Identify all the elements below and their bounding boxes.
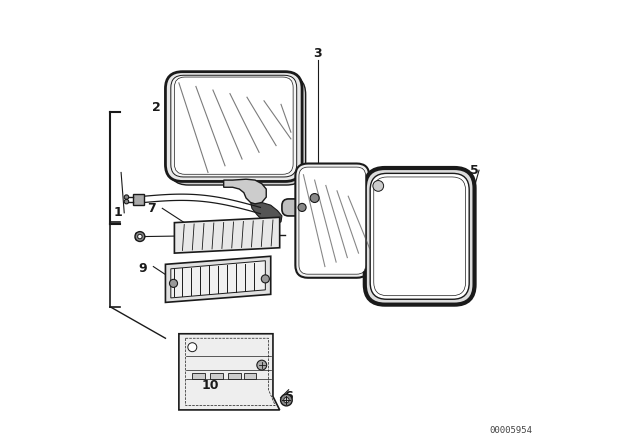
Text: 4: 4 (354, 175, 362, 188)
Circle shape (280, 394, 292, 406)
FancyBboxPatch shape (365, 168, 475, 305)
Circle shape (124, 199, 129, 204)
Circle shape (310, 194, 319, 202)
FancyBboxPatch shape (282, 199, 307, 216)
Text: 6: 6 (284, 390, 293, 403)
FancyBboxPatch shape (169, 75, 306, 185)
FancyBboxPatch shape (299, 167, 365, 274)
Text: 1: 1 (113, 206, 122, 220)
Text: 8: 8 (133, 231, 141, 244)
Text: 10: 10 (202, 379, 219, 392)
Circle shape (257, 360, 267, 370)
Circle shape (124, 195, 129, 199)
FancyBboxPatch shape (374, 177, 466, 296)
Circle shape (298, 203, 306, 211)
Text: 3: 3 (314, 47, 322, 60)
Circle shape (138, 234, 142, 239)
Text: 9: 9 (139, 262, 147, 276)
FancyBboxPatch shape (165, 72, 302, 181)
Circle shape (135, 232, 145, 241)
Polygon shape (165, 256, 271, 302)
Text: 5: 5 (470, 164, 479, 177)
Circle shape (170, 280, 177, 288)
Polygon shape (132, 194, 144, 205)
FancyBboxPatch shape (296, 164, 369, 278)
Polygon shape (179, 334, 280, 410)
Circle shape (284, 397, 289, 403)
Polygon shape (251, 202, 282, 225)
FancyBboxPatch shape (370, 173, 469, 299)
FancyBboxPatch shape (171, 75, 297, 177)
Circle shape (261, 275, 269, 283)
Circle shape (188, 343, 197, 352)
Text: 2: 2 (152, 101, 161, 114)
FancyBboxPatch shape (174, 77, 293, 174)
Polygon shape (174, 217, 280, 253)
Bar (228, 373, 241, 379)
Text: 00005954: 00005954 (490, 426, 533, 435)
Bar (192, 373, 205, 379)
Polygon shape (171, 261, 266, 298)
Text: 7: 7 (148, 202, 156, 215)
Bar (244, 373, 257, 379)
Bar (210, 373, 223, 379)
Polygon shape (224, 179, 266, 204)
Circle shape (373, 181, 383, 191)
